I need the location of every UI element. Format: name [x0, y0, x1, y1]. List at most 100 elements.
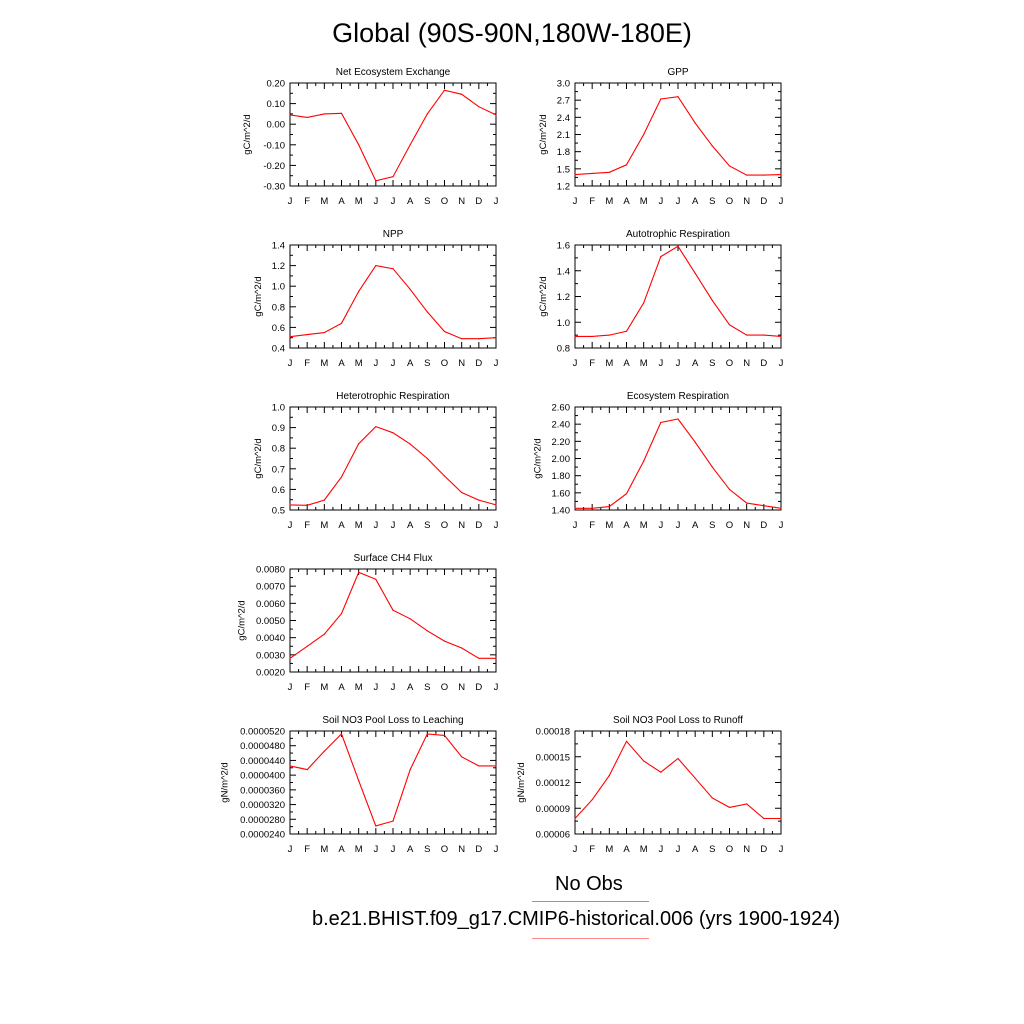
legend-line-model	[532, 938, 649, 939]
y-tick-label: 1.6	[557, 241, 570, 252]
data-point	[677, 418, 679, 420]
x-tick-label: D	[475, 196, 482, 207]
x-tick-label: D	[475, 844, 482, 855]
y-tick-label: 0.00	[267, 120, 286, 131]
y-tick-label: 0.7	[272, 464, 285, 475]
series-line	[575, 245, 782, 337]
y-tick-label: 1.2	[557, 292, 570, 303]
y-axis-label: gN/m^2/d	[220, 762, 231, 802]
x-tick-label: J	[494, 196, 499, 207]
y-tick-label: 1.80	[552, 471, 571, 482]
y-tick-label: 1.4	[557, 266, 570, 277]
x-tick-label: A	[692, 844, 699, 855]
y-tick-label: 0.00015	[536, 752, 570, 763]
data-point	[660, 421, 662, 424]
data-point	[340, 613, 343, 615]
chart-title: Soil NO3 Pool Loss to Leaching	[322, 715, 463, 726]
x-tick-label: M	[355, 520, 363, 531]
y-tick-label: 0.8	[272, 444, 285, 455]
y-tick-label: 2.40	[552, 420, 571, 431]
x-tick-label: F	[589, 358, 595, 369]
data-point	[461, 93, 463, 95]
x-tick-label: J	[373, 358, 378, 369]
figure-title: Global (90S-90N,180W-180E)	[332, 18, 692, 48]
data-point	[392, 176, 394, 178]
data-point	[478, 765, 480, 767]
data-point	[746, 502, 748, 504]
data-point	[461, 647, 463, 649]
data-point	[495, 504, 497, 506]
x-tick-label: A	[407, 682, 414, 693]
x-tick-label: O	[726, 196, 733, 207]
y-tick-label: 1.2	[557, 182, 570, 193]
data-point	[426, 733, 428, 735]
x-tick-label: O	[441, 520, 448, 531]
x-tick-label: J	[494, 844, 499, 855]
x-tick-label: J	[676, 520, 681, 531]
data-point	[694, 777, 696, 779]
x-tick-label: N	[743, 520, 750, 531]
x-tick-label: A	[407, 196, 414, 207]
x-tick-label: M	[320, 520, 328, 531]
data-point	[728, 324, 731, 326]
data-point	[306, 116, 308, 119]
data-point	[574, 507, 576, 509]
x-tick-label: J	[573, 196, 578, 207]
data-point	[660, 255, 662, 258]
legend-label-model: b.e21.BHIST.f09_g17.CMIP6-historical.006…	[312, 908, 841, 930]
x-tick-label: M	[320, 844, 328, 855]
data-point	[574, 817, 576, 820]
data-point	[375, 425, 377, 428]
data-point	[495, 337, 497, 339]
x-tick-label: S	[709, 844, 715, 855]
data-point	[392, 609, 394, 611]
y-tick-label: 1.40	[552, 506, 571, 517]
chart-title: Heterotrophic Respiration	[336, 391, 449, 402]
data-point	[625, 330, 628, 332]
y-tick-label: 2.1	[557, 130, 570, 141]
x-tick-label: A	[338, 682, 345, 693]
y-axis-label: gC/m^2/d	[533, 438, 544, 478]
x-tick-label: N	[458, 844, 465, 855]
x-tick-label: M	[605, 196, 613, 207]
data-point	[461, 491, 463, 494]
y-tick-label: 1.0	[272, 403, 285, 414]
chart-title: Autotrophic Respiration	[626, 229, 730, 240]
data-point	[358, 571, 360, 574]
y-tick-label: 0.0000440	[240, 756, 285, 767]
x-tick-label: N	[458, 196, 465, 207]
y-tick-label: 2.00	[552, 454, 571, 465]
data-point	[426, 113, 428, 115]
data-point	[323, 113, 325, 115]
data-point	[306, 645, 308, 647]
data-point	[306, 504, 308, 506]
data-point	[426, 457, 428, 460]
x-tick-label: J	[391, 520, 396, 531]
x-tick-label: J	[288, 844, 293, 855]
x-tick-label: N	[458, 520, 465, 531]
x-tick-label: J	[373, 682, 378, 693]
x-tick-label: S	[424, 844, 430, 855]
y-axis-label: gC/m^2/d	[538, 114, 549, 154]
series-line	[574, 96, 782, 176]
x-tick-label: M	[320, 358, 328, 369]
x-tick-label: M	[320, 682, 328, 693]
x-tick-label: N	[743, 358, 750, 369]
y-tick-label: 1.5	[557, 164, 570, 175]
data-point	[443, 330, 446, 333]
chart-title: NPP	[383, 229, 404, 240]
data-point	[323, 750, 325, 752]
plot-frame	[289, 730, 497, 835]
data-point	[409, 144, 411, 146]
y-tick-label: 0.0000480	[240, 741, 285, 752]
data-point	[711, 299, 713, 301]
y-axis-label: gC/m^2/d	[253, 438, 264, 478]
x-tick-label: A	[338, 196, 345, 207]
x-tick-label: O	[726, 520, 733, 531]
data-point	[728, 806, 731, 808]
x-tick-label: A	[692, 196, 699, 207]
x-tick-label: J	[288, 358, 293, 369]
